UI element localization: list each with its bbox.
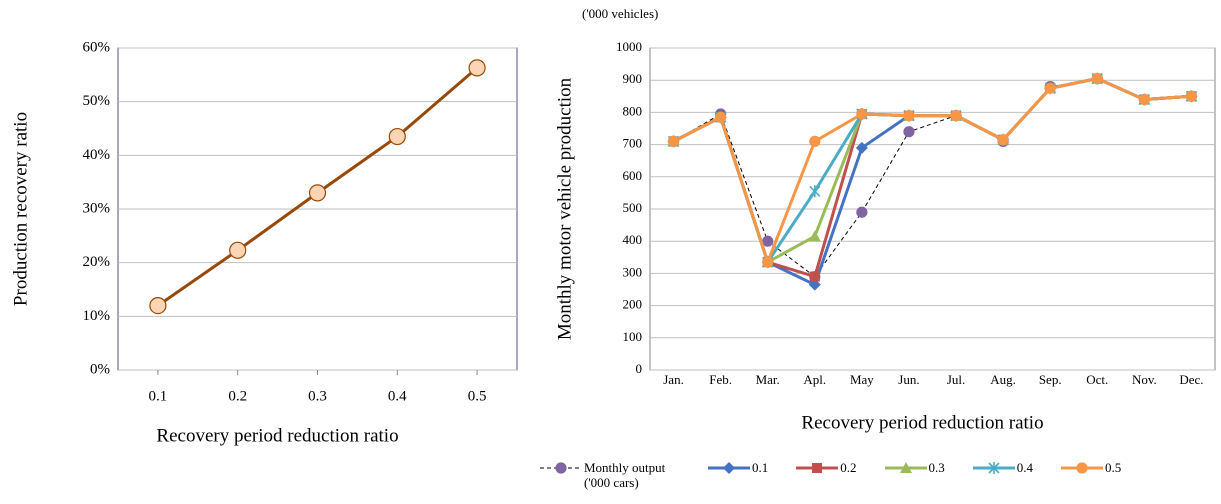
y-axis-title: Monthly motor vehicle production xyxy=(554,77,575,340)
marker xyxy=(903,126,915,138)
marker xyxy=(988,462,1000,474)
x-tick-label: 0.3 xyxy=(308,388,327,404)
marker xyxy=(809,185,821,198)
x-tick-label: Jan. xyxy=(663,372,684,387)
legend-entry: 0.3 xyxy=(883,460,945,476)
marker xyxy=(723,462,735,474)
marker xyxy=(1044,82,1056,94)
legend-entry: 0.2 xyxy=(794,460,857,476)
marker xyxy=(899,462,912,473)
y-tick-label: 900 xyxy=(623,71,643,86)
x-tick-label: Apl. xyxy=(803,372,826,387)
y-axis-title: Production recovery ratio xyxy=(10,112,31,306)
y-tick-label: 500 xyxy=(623,200,643,215)
legend-label: 0.5 xyxy=(1105,460,1122,475)
y-tick-label: 1000 xyxy=(616,39,642,54)
marker xyxy=(903,110,915,122)
legend-swatch xyxy=(884,462,927,473)
y-tick-label: 200 xyxy=(623,297,643,312)
legend-entry: 0.1 xyxy=(706,460,768,476)
legend-label: 0.4 xyxy=(1016,460,1033,475)
x-tick-label: Feb. xyxy=(709,372,732,387)
marker xyxy=(809,271,820,282)
marker xyxy=(855,141,868,154)
y-tick-label: 100 xyxy=(623,329,643,344)
marker xyxy=(762,256,774,268)
marker xyxy=(997,134,1009,146)
marker xyxy=(856,206,868,218)
marker xyxy=(762,235,774,247)
x-tick-label: 0.1 xyxy=(149,388,168,404)
x-tick-label: Sep. xyxy=(1039,372,1062,387)
marker xyxy=(308,184,327,202)
x-axis-title: Recovery period reduction ratio xyxy=(801,412,1043,433)
marker xyxy=(809,135,821,147)
y-tick-label: 40% xyxy=(83,147,111,163)
y-tick-label: 300 xyxy=(623,264,643,279)
legend-label: 0.3 xyxy=(928,460,945,475)
marker xyxy=(808,278,821,291)
marker xyxy=(1138,93,1150,106)
x-tick-label: Jun. xyxy=(898,372,919,387)
x-tick-label: 0.4 xyxy=(388,388,407,404)
y-tick-label: 60% xyxy=(83,39,111,55)
y-tick-label: 30% xyxy=(83,200,111,216)
x-tick-label: Nov. xyxy=(1132,372,1157,387)
marker xyxy=(812,463,823,473)
x-tick-label: Jul. xyxy=(947,372,965,387)
y-tick-label: 400 xyxy=(623,232,643,247)
y-tick-label: 600 xyxy=(623,168,643,183)
y-tick-label: 700 xyxy=(623,136,643,151)
marker xyxy=(950,110,962,122)
marker xyxy=(1076,462,1088,474)
y-tick-label: 0 xyxy=(636,361,643,376)
legend-swatch xyxy=(540,462,582,474)
y-tick-label: 10% xyxy=(83,308,111,324)
x-tick-label: Mar. xyxy=(756,372,780,387)
marker xyxy=(808,230,821,242)
y-tick-label: 20% xyxy=(83,254,111,270)
legend-swatch xyxy=(796,463,839,473)
marker xyxy=(555,462,567,474)
y-tick-label: 0% xyxy=(90,361,110,377)
legend-label: 0.1 xyxy=(752,460,769,475)
marker xyxy=(468,59,486,77)
legend-label: Monthly output ('000 cars) xyxy=(584,460,666,490)
x-tick-label: May xyxy=(850,372,874,387)
marker xyxy=(667,135,680,147)
x-tick-label: Dec. xyxy=(1179,372,1203,387)
marker xyxy=(388,127,406,146)
x-tick-label: Aug. xyxy=(990,372,1016,387)
marker xyxy=(1185,90,1198,102)
x-tick-label: Oct. xyxy=(1086,372,1108,387)
marker xyxy=(715,111,727,123)
legend-entry: Monthly output ('000 cars) xyxy=(538,460,680,490)
legend-swatch xyxy=(972,462,1015,474)
marker xyxy=(1091,72,1103,85)
marker xyxy=(149,297,167,315)
legend-entry: 0.4 xyxy=(971,460,1033,476)
legend: Monthly output ('000 cars) 0.1 0.2 0.3 0.4 0.… xyxy=(538,460,1121,490)
legend-swatch xyxy=(1061,462,1103,474)
series-line xyxy=(672,77,1192,264)
y-tick-label: 800 xyxy=(623,103,643,118)
x-tick-label: 0.5 xyxy=(468,388,487,404)
unit-note: ('000 vehicles) xyxy=(582,6,658,21)
marker xyxy=(856,108,868,120)
x-axis-title: Recovery period reduction ratio xyxy=(156,425,398,446)
legend-label: 0.2 xyxy=(840,460,857,475)
legend-entry: 0.5 xyxy=(1059,460,1121,476)
x-tick-label: 0.2 xyxy=(228,388,247,404)
y-tick-label: 50% xyxy=(83,93,111,109)
marker xyxy=(229,241,247,259)
legend-swatch xyxy=(708,462,750,474)
